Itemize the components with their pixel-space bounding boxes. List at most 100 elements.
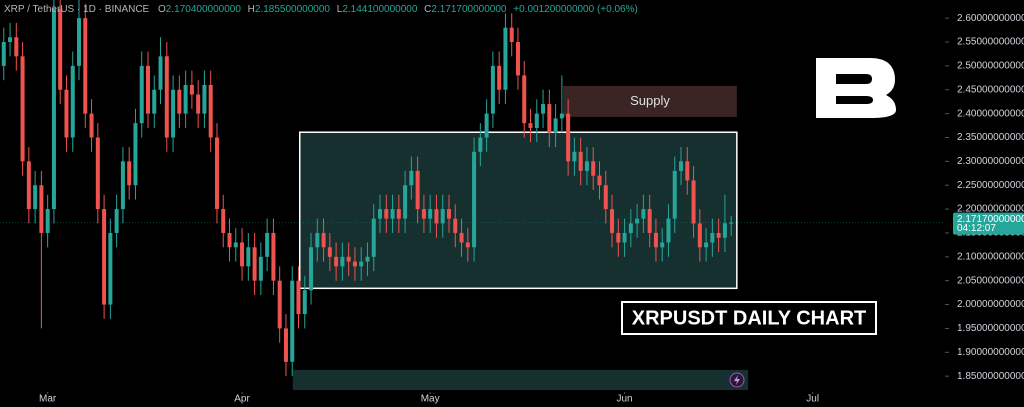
- candle-body: [334, 256, 339, 267]
- candle-body: [127, 161, 132, 186]
- candle-body: [95, 137, 100, 210]
- candle-body: [346, 256, 351, 262]
- candle-body: [290, 280, 295, 362]
- candle-body: [378, 209, 383, 219]
- candle-body: [214, 137, 219, 210]
- candle-body: [340, 256, 345, 267]
- candle-body: [691, 180, 696, 224]
- candle-body: [628, 223, 633, 233]
- y-tick-label: 2.500000000000: [957, 61, 1024, 72]
- candle-body: [685, 161, 690, 181]
- candle-body: [139, 65, 144, 124]
- zone-label: Supply: [630, 93, 670, 108]
- candle-body: [597, 175, 602, 186]
- candle-body: [83, 18, 88, 114]
- candle-body: [1, 42, 6, 66]
- axes: 1.850000000000 1.900000000000 1.9500000000…: [39, 13, 1024, 405]
- candle-body: [584, 161, 589, 171]
- y-tick-label: 1.950000000000: [957, 323, 1024, 334]
- candle-body: [371, 218, 376, 257]
- candle-body: [202, 84, 207, 114]
- candle-body: [58, 8, 63, 90]
- zone: [292, 369, 749, 390]
- candle-body: [227, 232, 232, 248]
- y-tick-label: 2.200000000000: [957, 204, 1024, 215]
- candle-body: [77, 18, 82, 66]
- candle-body: [89, 113, 94, 138]
- candle-body: [171, 89, 176, 138]
- candle-body: [196, 94, 201, 114]
- alert-bolt: [734, 375, 740, 385]
- candle-body: [472, 151, 477, 248]
- y-tick-label: 2.550000000000: [957, 37, 1024, 48]
- o-label: O: [158, 4, 166, 15]
- candle-body: [64, 89, 69, 138]
- candle-body: [578, 151, 583, 171]
- candle-body: [26, 161, 31, 210]
- candle-body: [679, 161, 684, 171]
- candle-body: [522, 75, 527, 124]
- x-tick-label: Apr: [234, 394, 250, 405]
- candle-body: [365, 256, 370, 262]
- candle-body: [183, 84, 188, 114]
- candle-body: [133, 123, 138, 186]
- candle-body: [277, 280, 282, 329]
- candle-body: [152, 89, 157, 114]
- h-label: H: [248, 4, 255, 15]
- candle-body: [359, 261, 364, 267]
- candle-body: [246, 247, 251, 267]
- y-tick-label: 2.600000000000: [957, 13, 1024, 24]
- logo: [816, 58, 896, 118]
- countdown: 04:12:07: [957, 223, 996, 234]
- candle-body: [553, 118, 558, 133]
- candle-body: [315, 232, 320, 248]
- candle-body: [541, 104, 546, 114]
- zones: Supply: [292, 85, 749, 390]
- candle-body: [321, 232, 326, 248]
- x-tick-label: Jun: [617, 394, 633, 405]
- candle-body: [396, 209, 401, 219]
- candle-body: [403, 185, 408, 219]
- candle-body: [39, 185, 44, 233]
- zone: [563, 85, 737, 117]
- candle-body: [653, 232, 658, 248]
- y-tick-label: 2.100000000000: [957, 251, 1024, 262]
- candle-body: [710, 232, 715, 243]
- candle-body: [453, 218, 458, 233]
- candle-body: [603, 185, 608, 210]
- caption-box: [621, 301, 877, 335]
- symbol: XRP / TetherUS · 1D · BINANCE: [4, 4, 150, 15]
- candle-body: [497, 65, 502, 90]
- c-value: 2.171700000000: [431, 4, 507, 15]
- x-tick-label: Mar: [39, 394, 57, 405]
- candle-body: [221, 209, 226, 233]
- candle-body: [660, 242, 665, 248]
- candle-body: [409, 170, 414, 186]
- candle-body: [572, 151, 577, 162]
- candle-body: [666, 218, 671, 243]
- candle-body: [33, 185, 38, 210]
- candle-body: [672, 170, 677, 219]
- candle-body: [509, 27, 514, 43]
- candle-body: [240, 242, 245, 267]
- l-value: 2.144100000000: [342, 4, 418, 15]
- x-tick-label: May: [421, 394, 440, 405]
- candle-body: [547, 104, 552, 133]
- last-price-label: 2.171700000000: [957, 214, 1024, 225]
- candle-body: [415, 170, 420, 210]
- candle-body: [534, 113, 539, 128]
- candle-body: [566, 113, 571, 162]
- candle-body: [559, 113, 564, 119]
- candle-body: [352, 261, 357, 267]
- candle-body: [428, 209, 433, 219]
- candle-body: [20, 56, 25, 162]
- candle-body: [459, 232, 464, 243]
- candle-body: [252, 247, 257, 281]
- y-tick-label: 2.300000000000: [957, 156, 1024, 167]
- candle-body: [704, 242, 709, 248]
- candle-body: [446, 209, 451, 219]
- candle-body: [484, 113, 489, 138]
- candle-body: [528, 123, 533, 128]
- y-tick-label: 2.400000000000: [957, 108, 1024, 119]
